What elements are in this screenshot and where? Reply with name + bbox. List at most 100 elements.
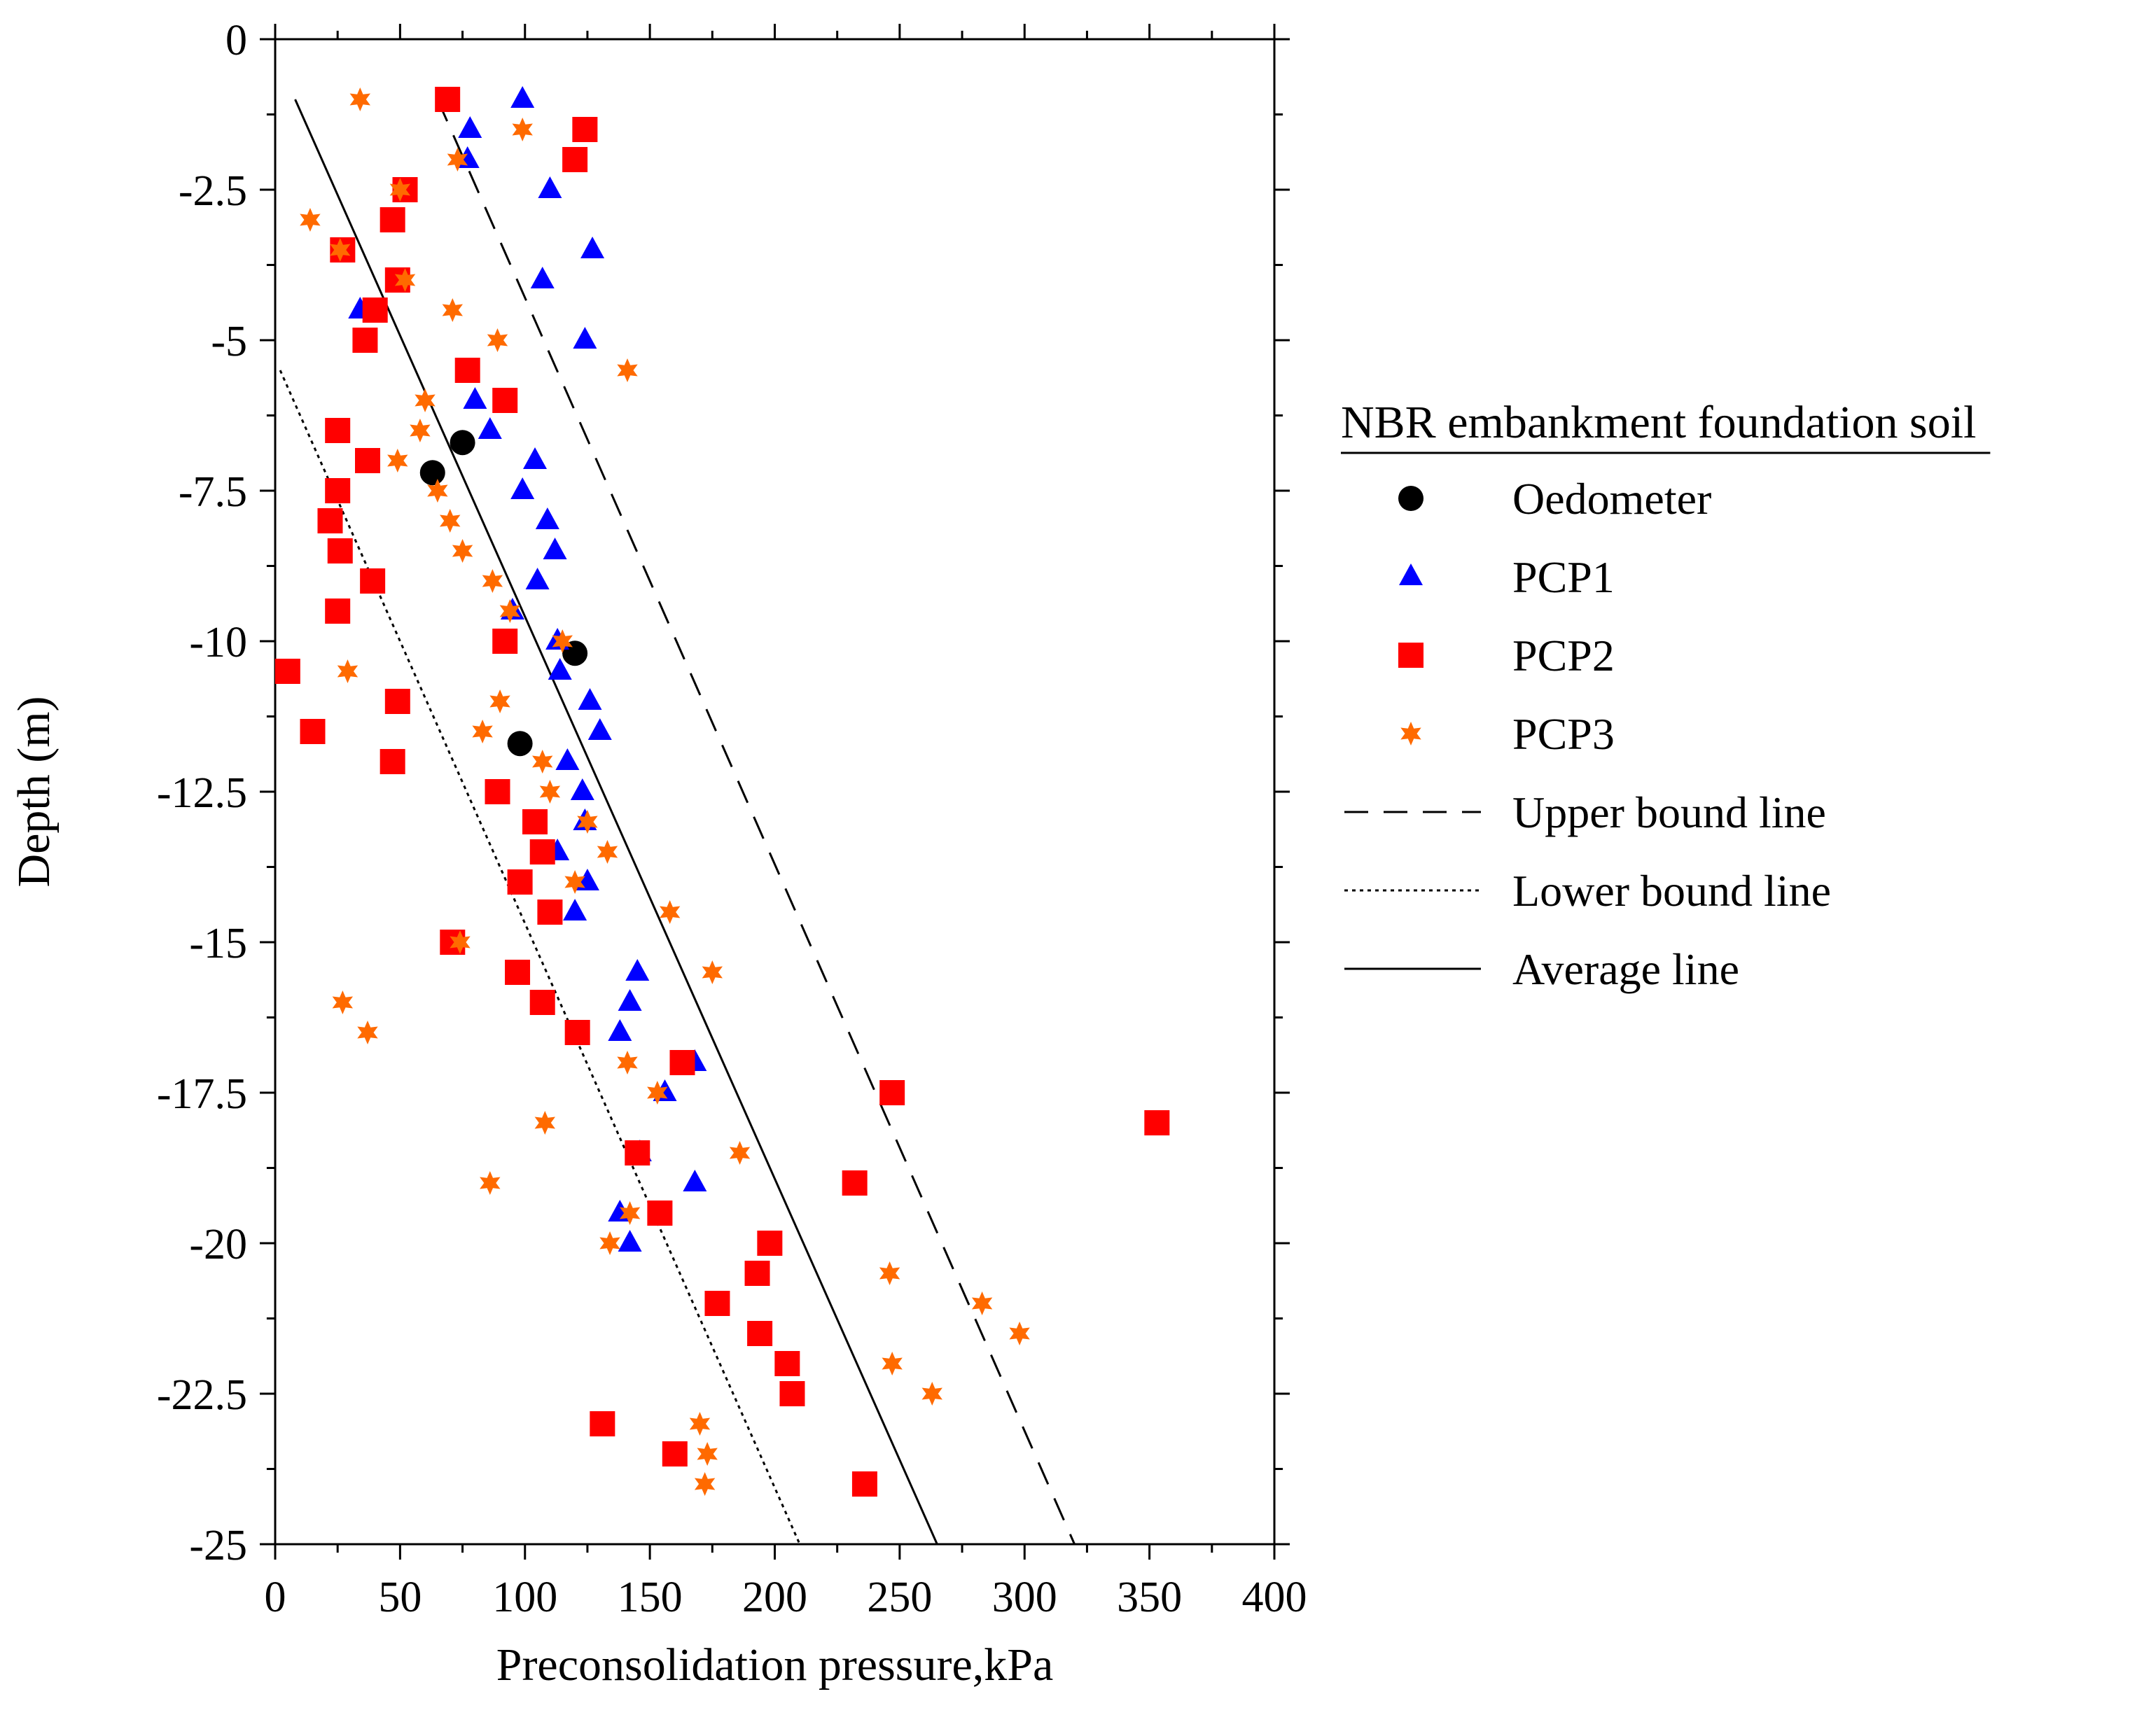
average-line: [294, 99, 938, 1545]
y-tick-label: -20: [189, 1221, 247, 1268]
pcp3-point: [694, 1472, 716, 1496]
pcp1-point: [618, 989, 642, 1011]
legend-items: Oedometer PCP1 PCP2 PCP3 Upper bound line Low…: [1344, 474, 1831, 994]
pcp1-point: [587, 718, 612, 740]
pcp3-point: [617, 358, 638, 382]
pcp1-point: [570, 778, 594, 800]
pcp1-point: [523, 447, 548, 469]
pcp3-point: [1009, 1322, 1030, 1345]
pcp2-point: [454, 358, 480, 383]
pcp2-point: [505, 960, 531, 985]
pcp3-point: [702, 960, 723, 984]
pcp3-point: [482, 569, 503, 593]
legend-lower-bound-line-label: Lower bound line: [1512, 866, 1831, 916]
pcp2-point: [522, 809, 548, 834]
pcp2-point: [647, 1200, 673, 1226]
pcp2-point: [492, 629, 518, 654]
legend-pcp3-symbol: [1400, 722, 1421, 746]
pcp3-point: [487, 328, 508, 352]
y-tick-label: -10: [189, 619, 247, 666]
pcp1-point: [458, 116, 482, 138]
pcp1-point: [478, 417, 502, 439]
pcp1-point: [510, 86, 535, 108]
pcp1-point: [543, 538, 567, 559]
plot-frame: [274, 38, 1276, 1546]
pcp1-point: [683, 1170, 707, 1191]
legend-pcp1-symbol: [1399, 564, 1423, 585]
pcp3-point: [882, 1352, 903, 1376]
pcp1-point: [463, 387, 487, 409]
trend-lines: [279, 99, 1076, 1545]
pcp3-point: [617, 1051, 638, 1074]
pcp2-point: [300, 719, 326, 744]
pcp3-point: [332, 990, 354, 1014]
upper-bound-line: [436, 99, 1076, 1545]
pcp3-point: [659, 900, 681, 924]
pcp1-point: [578, 688, 602, 710]
pcp2-point: [590, 1411, 615, 1436]
pcp2-point: [354, 448, 380, 473]
pcp2-point: [562, 147, 588, 172]
pcp3-point: [512, 118, 533, 141]
pcp2-point: [537, 899, 563, 925]
pcp3-point: [697, 1442, 718, 1466]
pcp3-point: [489, 690, 510, 713]
pcp2-point: [564, 1020, 590, 1045]
x-tick-label: 250: [867, 1574, 932, 1621]
pcp2-point: [492, 388, 518, 413]
x-tick-label: 100: [492, 1574, 557, 1621]
pcp3-point: [452, 539, 473, 563]
pcp2-point: [529, 990, 555, 1015]
legend-oedometer-label: Oedometer: [1512, 474, 1711, 524]
pcp3-point: [349, 88, 370, 111]
pcp3-point: [442, 298, 463, 322]
y-tick-label: -17.5: [157, 1070, 247, 1118]
pcp3-point: [472, 720, 493, 743]
x-tick-label: 50: [378, 1574, 422, 1621]
pcp3-point: [480, 1171, 501, 1195]
oedometer-point: [450, 430, 475, 456]
pcp2-point: [529, 839, 555, 864]
pcp1-point: [563, 899, 587, 920]
pcp2-point: [842, 1170, 868, 1196]
axis-ticks: [260, 24, 1290, 1560]
pcp2-point: [362, 298, 388, 323]
pcp2-point: [625, 1140, 650, 1166]
pcp3-point: [921, 1382, 942, 1406]
lower-bound-line: [279, 370, 801, 1545]
oedometer-point: [507, 731, 533, 757]
x-axis-title: Preconsolidation pressure,kPa: [496, 1639, 1054, 1690]
pcp1-point: [625, 959, 650, 981]
y-tick-label: -22.5: [157, 1371, 247, 1419]
legend-average-line-label: Average line: [1512, 944, 1739, 994]
pcp3-point: [729, 1141, 751, 1165]
legend-pcp1-label: PCP1: [1512, 552, 1615, 602]
pcp2-point: [1144, 1110, 1170, 1135]
pcp2-point: [851, 1471, 877, 1497]
pcp1-point: [535, 507, 559, 529]
pcp1-point: [525, 568, 550, 589]
legend-pcp3-label: PCP3: [1512, 709, 1615, 759]
x-tick-label: 400: [1242, 1574, 1307, 1621]
pcp2-point: [384, 689, 410, 714]
pcp3-point: [971, 1292, 993, 1315]
y-tick-label: -2.5: [179, 167, 247, 215]
x-tick-label: 300: [992, 1574, 1057, 1621]
pcp2-point: [325, 418, 351, 443]
pcp2-point: [352, 328, 378, 353]
pcp1-point: [510, 477, 535, 499]
pcp2-point: [380, 207, 405, 232]
y-tick-label: -7.5: [179, 468, 247, 516]
pcp2-point: [662, 1441, 688, 1466]
oedometer-point: [419, 460, 445, 486]
pcp3-point: [539, 780, 561, 804]
legend-title: NBR embankment foundation soil: [1341, 397, 1976, 448]
pcp1-point: [573, 327, 597, 349]
pcp2-point: [327, 538, 353, 564]
pcp2-point: [435, 87, 461, 112]
pcp3-point: [597, 840, 618, 864]
x-tick-label: 350: [1117, 1574, 1182, 1621]
x-tick-label: 200: [742, 1574, 807, 1621]
pcp2-point: [774, 1351, 800, 1376]
legend: NBR embankment foundation soil Oedometer…: [1341, 397, 1991, 994]
